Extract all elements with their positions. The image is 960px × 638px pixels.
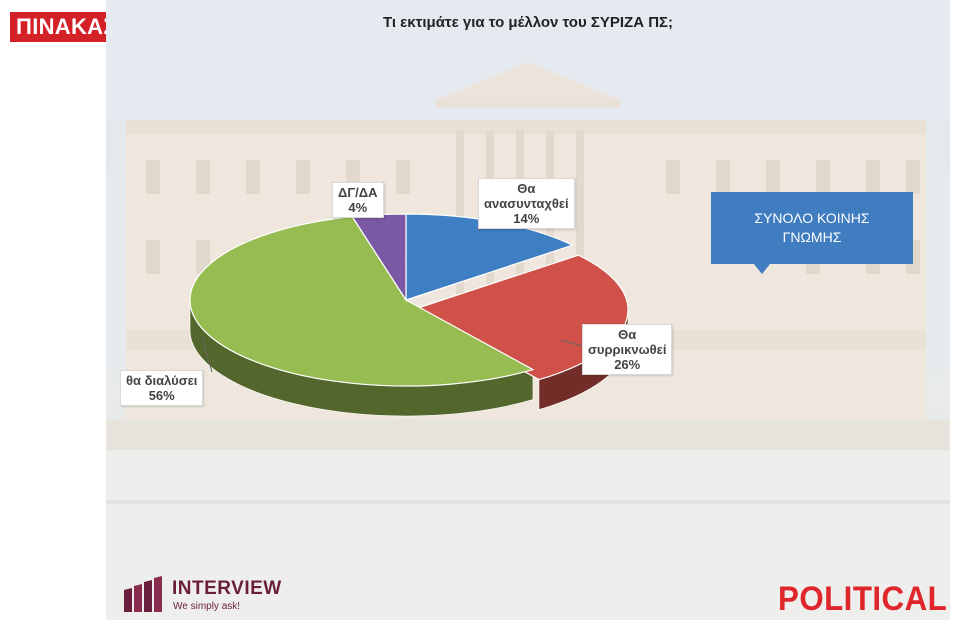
pie-slice-name: Θα [517, 181, 536, 196]
interview-name: INTERVIEW [172, 578, 282, 599]
pie-slice-label: Θα συρρικνωθεί 26% [582, 324, 673, 375]
pie-slice-name: ΔΓ/ΔΑ [338, 185, 378, 200]
pie-slice-value: 14% [513, 211, 540, 226]
pie-slice-name: ανασυνταχθεί [484, 196, 569, 211]
pie-slice-name: συρρικνωθεί [588, 342, 667, 357]
pie-slice-name: θα διαλύσει [126, 373, 198, 388]
population-group-box-pointer [754, 264, 770, 274]
pie-slice-value: 4% [348, 200, 368, 215]
pie-leader-line [560, 339, 583, 347]
pie-slice [410, 254, 629, 381]
pie-leader-line [201, 337, 213, 373]
pie-slice-label: ΔΓ/ΔΑ 4% [332, 182, 384, 218]
chart-title: Τι εκτιμάτε για το μέλλον του ΣΥΡΙΖΑ ΠΣ; [382, 14, 674, 31]
pie-slice-value: 26% [614, 357, 641, 372]
pie-slice-label: θα διαλύσει 56% [120, 370, 204, 406]
pie-chart [189, 210, 629, 417]
interview-bars-icon [124, 576, 162, 612]
political-logo: POLITICAL [778, 580, 948, 618]
population-group-box: ΣΥΝΟΛΟ ΚΟΙΝΗΣ ΓΝΩΜΗΣ [711, 192, 913, 264]
pie-slice-name: Θα [618, 327, 637, 342]
slide: Τι εκτιμάτε για το μέλλον του ΣΥΡΙΖΑ ΠΣ;… [106, 0, 950, 620]
pie-slice [189, 216, 535, 387]
pie-slice-value: 56% [148, 388, 175, 403]
interview-tagline: We simply ask! [173, 601, 241, 612]
pie-slice-label: Θα ανασυνταχθεί 14% [478, 178, 575, 229]
